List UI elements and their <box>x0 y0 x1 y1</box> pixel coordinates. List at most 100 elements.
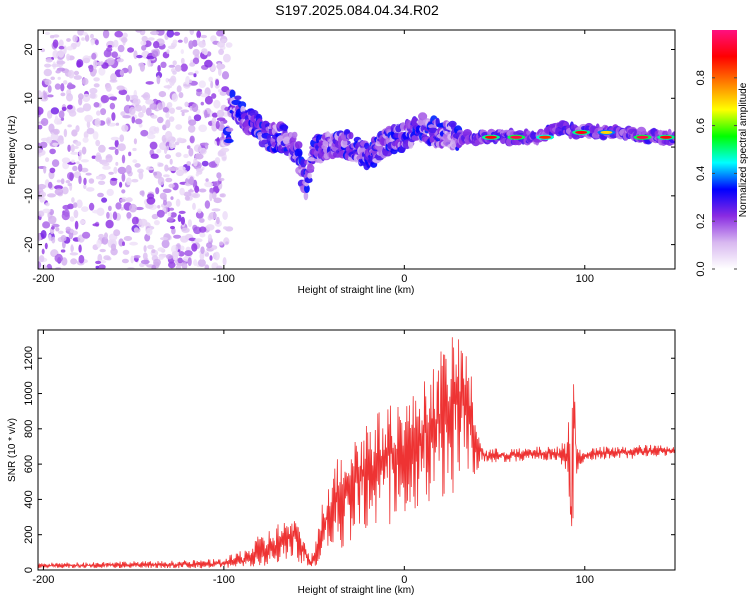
heatmap-cell <box>101 62 109 69</box>
heatmap-cell <box>121 173 126 182</box>
heatmap-cell <box>56 60 66 65</box>
heatmap-cell <box>207 234 212 242</box>
heatmap-cell <box>129 241 139 246</box>
heatmap-cell <box>158 91 167 98</box>
heatmap-cell <box>197 208 202 214</box>
heatmap-cell <box>217 150 224 157</box>
heatmap-cell <box>47 94 54 98</box>
heatmap-cell <box>156 75 161 85</box>
heatmap-cell <box>157 176 165 186</box>
heatmap-cell <box>73 75 83 80</box>
heatmap-cell <box>165 77 170 83</box>
y-tick-label: 800 <box>23 420 35 438</box>
heatmap-cell <box>58 45 65 50</box>
heatmap-cell <box>68 69 75 79</box>
heatmap-cell <box>81 77 89 86</box>
heatmap-cell <box>140 40 147 46</box>
heatmap-cell <box>141 35 148 42</box>
heatmap-cell <box>141 45 147 51</box>
heatmap-cell <box>169 77 175 86</box>
heatmap-cell <box>156 30 165 36</box>
heatmap-cell <box>105 117 112 125</box>
heatmap-cell <box>138 171 144 180</box>
x-tick-label: -200 <box>32 574 54 586</box>
heatmap-cell <box>181 227 190 233</box>
heatmap-cell <box>200 101 204 106</box>
heatmap-cell <box>218 89 222 93</box>
heatmap-cell <box>157 65 161 72</box>
heatmap-cell <box>66 46 74 51</box>
heatmap-cell <box>157 102 163 111</box>
heatmap-cell <box>139 218 148 226</box>
x-tick-label: 0 <box>401 574 407 586</box>
heatmap-cell <box>160 61 167 68</box>
heatmap-cell <box>213 197 222 204</box>
heatmap-cell <box>188 40 194 49</box>
x-tick-label: -100 <box>213 273 235 285</box>
heatmap-cell <box>196 30 202 39</box>
heatmap-cell <box>167 167 176 171</box>
heatmap-cell <box>40 137 50 142</box>
heatmap-cell <box>122 249 130 255</box>
y-tick-label: -20 <box>23 237 35 253</box>
heatmap-cell <box>48 215 57 225</box>
heatmap-cell <box>96 176 103 180</box>
heatmap-cell <box>500 136 507 145</box>
heatmap-cell <box>147 58 152 68</box>
heatmap-cell <box>200 246 205 254</box>
heatmap-cell <box>53 128 60 135</box>
heatmap-cell <box>42 208 51 214</box>
heatmap-cell <box>171 251 180 258</box>
heatmap-cell <box>420 114 427 121</box>
heatmap-cell <box>53 34 60 38</box>
heatmap-cell <box>44 63 52 68</box>
heatmap-cell <box>129 203 137 213</box>
heatmap-cell <box>178 210 186 214</box>
heatmap-cell <box>216 30 225 37</box>
heatmap-cell <box>179 187 185 196</box>
heatmap-cell <box>169 140 175 150</box>
heatmap-cell <box>58 49 65 58</box>
heatmap-cell <box>157 205 161 209</box>
heatmap-y-axis-label: Frequency (Hz) <box>7 116 18 185</box>
heatmap-cell <box>192 48 200 57</box>
heatmap-cell <box>174 64 182 72</box>
heatmap-cell <box>134 163 141 168</box>
heatmap-cell <box>211 208 221 212</box>
heatmap-cell <box>198 80 206 88</box>
heatmap-cell <box>191 243 198 252</box>
heatmap-cell <box>184 195 190 201</box>
heatmap-cell <box>100 95 110 103</box>
heatmap-cell <box>135 30 143 33</box>
heatmap-cell <box>223 53 231 63</box>
heatmap-cell <box>211 191 217 200</box>
heatmap-cell <box>38 106 44 115</box>
heatmap-cell <box>81 206 89 213</box>
heatmap-cell <box>157 247 165 252</box>
heatmap-cell <box>71 129 78 137</box>
snr-y-axis: 0 200 400 600 800 1000 1200 <box>23 346 675 573</box>
heatmap-cell <box>44 31 51 35</box>
heatmap-cell <box>72 165 78 172</box>
heatmap-cell <box>98 233 104 239</box>
heatmap-cell <box>193 73 197 78</box>
y-tick-label: 20 <box>23 43 35 55</box>
heatmap-cell <box>165 145 170 151</box>
heatmap-cell <box>145 107 152 116</box>
heatmap-cell <box>38 90 42 98</box>
heatmap-cell <box>129 106 136 115</box>
heatmap-cell <box>100 61 104 65</box>
heatmap-cell <box>60 178 65 185</box>
heatmap-cell <box>168 207 175 211</box>
heatmap-cell <box>153 220 160 226</box>
heatmap-cell <box>187 257 192 267</box>
heatmap-cell <box>211 93 217 99</box>
heatmap-cell <box>175 106 183 110</box>
heatmap-cell <box>78 163 83 172</box>
y-tick-label: 400 <box>23 490 35 508</box>
y-tick-label: 0 <box>23 144 35 150</box>
heatmap-cell <box>220 147 230 153</box>
heatmap-cell <box>172 39 178 45</box>
heatmap-cell <box>186 161 191 166</box>
heatmap-cell <box>189 62 196 67</box>
